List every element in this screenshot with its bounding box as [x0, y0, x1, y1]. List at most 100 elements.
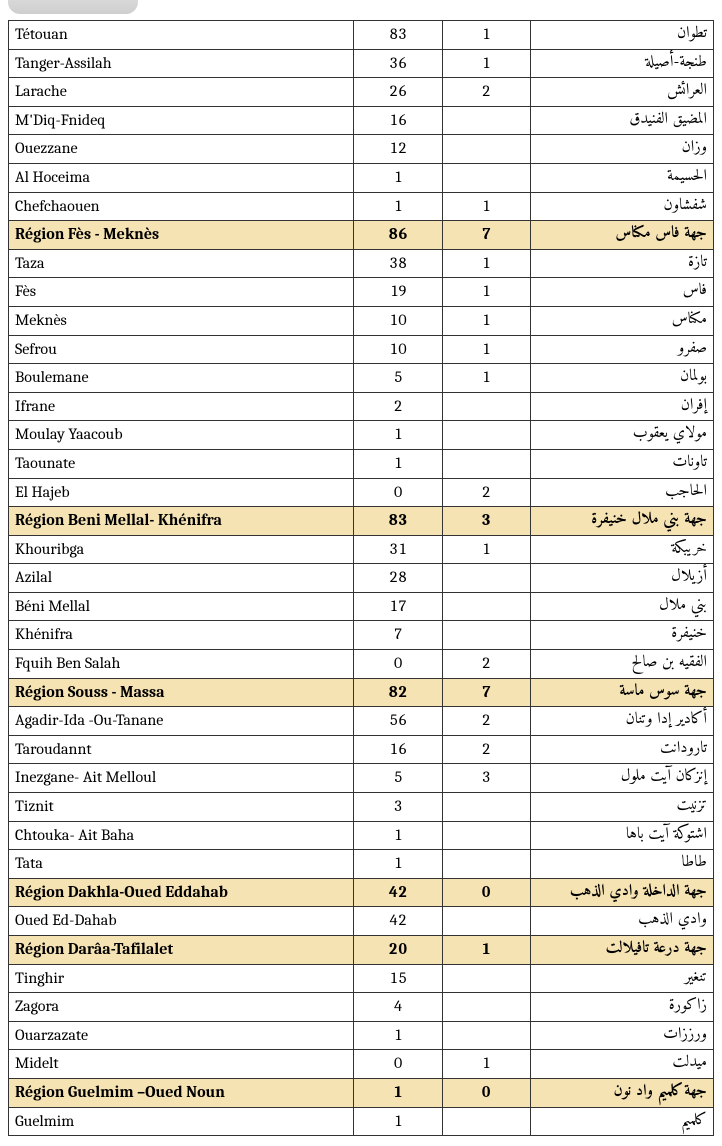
name-fr: Azilal — [9, 564, 354, 593]
name-fr: Inezgane- Ait Melloul — [9, 764, 354, 793]
value-2: 3 — [442, 507, 530, 536]
data-row: Béni Mellal17بني ملال — [9, 592, 714, 621]
value-1: 1 — [354, 163, 442, 192]
data-row: Chtouka- Ait Baha1اشتوكة آيت باها — [9, 821, 714, 850]
name-fr: Fquih Ben Salah — [9, 650, 354, 679]
value-2 — [442, 793, 530, 822]
value-1: 82 — [354, 678, 442, 707]
value-2: 2 — [442, 650, 530, 679]
value-1: 31 — [354, 535, 442, 564]
data-row: Chefchaouen11شفشاون — [9, 192, 714, 221]
name-ar: إنزكان آيت ملول — [530, 764, 713, 793]
data-row: Tinghir15تنغير — [9, 964, 714, 993]
name-ar: المضيق الفنيدق — [530, 106, 713, 135]
value-1: 0 — [354, 1050, 442, 1079]
value-2: 2 — [442, 78, 530, 107]
name-ar: جهة بني ملال خنيفرة — [530, 507, 713, 536]
value-1: 1 — [354, 1107, 442, 1136]
name-ar: طنجة-أصيلة — [530, 49, 713, 78]
data-row: Moulay Yaacoub1مولاي يعقوب — [9, 421, 714, 450]
name-ar: بني ملال — [530, 592, 713, 621]
data-row: Tétouan831تطوان — [9, 21, 714, 50]
page: Tétouan831تطوانTanger-Assilah361طنجة-أصي… — [0, 0, 722, 1146]
name-fr: Moulay Yaacoub — [9, 421, 354, 450]
data-row: Taza381تازة — [9, 249, 714, 278]
value-1: 86 — [354, 221, 442, 250]
name-ar: تنغير — [530, 964, 713, 993]
name-ar: شفشاون — [530, 192, 713, 221]
name-fr: Tanger-Assilah — [9, 49, 354, 78]
value-2 — [442, 1107, 530, 1136]
name-ar: جهة درعة تافيلالت — [530, 936, 713, 965]
value-2 — [442, 449, 530, 478]
value-1: 28 — [354, 564, 442, 593]
name-fr: Taroudannt — [9, 735, 354, 764]
name-fr: Al Hoceima — [9, 163, 354, 192]
value-1: 5 — [354, 364, 442, 393]
name-fr: Région Souss - Massa — [9, 678, 354, 707]
name-fr: Tiznit — [9, 793, 354, 822]
name-fr: Khénifra — [9, 621, 354, 650]
name-fr: Région Beni Mellal- Khénifra — [9, 507, 354, 536]
data-row: Meknès101مكناس — [9, 306, 714, 335]
name-ar: وزان — [530, 135, 713, 164]
data-row: Inezgane- Ait Melloul53إنزكان آيت ملول — [9, 764, 714, 793]
name-fr: Région Dakhla-Oued Eddahab — [9, 878, 354, 907]
name-fr: Fès — [9, 278, 354, 307]
name-ar: تزنيت — [530, 793, 713, 822]
data-row: Khouribga311خريبكة — [9, 535, 714, 564]
data-row: Sefrou101صفرو — [9, 335, 714, 364]
data-row: Agadir-Ida -Ou-Tanane562أكادير إدا وتنان — [9, 707, 714, 736]
data-row: Midelt01ميدلت — [9, 1050, 714, 1079]
value-2: 1 — [442, 306, 530, 335]
value-1: 38 — [354, 249, 442, 278]
name-ar: طاطا — [530, 850, 713, 879]
name-fr: Larache — [9, 78, 354, 107]
region-table: Tétouan831تطوانTanger-Assilah361طنجة-أصي… — [8, 20, 714, 1136]
data-row: El Hajeb02الحاجب — [9, 478, 714, 507]
value-1: 10 — [354, 306, 442, 335]
value-1: 83 — [354, 21, 442, 50]
data-row: Boulemane51بولمان — [9, 364, 714, 393]
value-2 — [442, 592, 530, 621]
value-2: 1 — [442, 49, 530, 78]
name-ar: جهة فاس مكناس — [530, 221, 713, 250]
value-2 — [442, 993, 530, 1022]
value-1: 42 — [354, 878, 442, 907]
data-row: Tiznit3 تزنيت — [9, 793, 714, 822]
data-row: Al Hoceima1الحسيمة — [9, 163, 714, 192]
value-2: 1 — [442, 192, 530, 221]
value-2: 1 — [442, 1050, 530, 1079]
region-row: Région Darâa-Tafilalet201جهة درعة تافيلا… — [9, 936, 714, 965]
data-row: Guelmim1كلميم — [9, 1107, 714, 1136]
top-tab-shadow — [8, 0, 138, 14]
name-fr: Khouribga — [9, 535, 354, 564]
value-1: 1 — [354, 821, 442, 850]
name-ar: مكناس — [530, 306, 713, 335]
value-1: 7 — [354, 621, 442, 650]
value-2: 1 — [442, 278, 530, 307]
value-2 — [442, 850, 530, 879]
value-1: 4 — [354, 993, 442, 1022]
name-fr: Béni Mellal — [9, 592, 354, 621]
name-ar: اشتوكة آيت باها — [530, 821, 713, 850]
value-1: 20 — [354, 936, 442, 965]
data-row: Fquih Ben Salah02الفقيه بن صالح — [9, 650, 714, 679]
name-fr: Boulemane — [9, 364, 354, 393]
value-2 — [442, 564, 530, 593]
value-1: 3 — [354, 793, 442, 822]
value-2: 3 — [442, 764, 530, 793]
value-1: 1 — [354, 1021, 442, 1050]
name-fr: Meknès — [9, 306, 354, 335]
data-row: Azilal28أزيلال — [9, 564, 714, 593]
value-1: 36 — [354, 49, 442, 78]
name-ar: تاونات — [530, 449, 713, 478]
data-row: Ifrane2إفران — [9, 392, 714, 421]
value-2: 2 — [442, 478, 530, 507]
value-2 — [442, 821, 530, 850]
value-1: 19 — [354, 278, 442, 307]
data-row: Tata1طاطا — [9, 850, 714, 879]
region-row: Région Dakhla-Oued Eddahab420جهة الداخلة… — [9, 878, 714, 907]
value-2: 0 — [442, 878, 530, 907]
value-2 — [442, 135, 530, 164]
